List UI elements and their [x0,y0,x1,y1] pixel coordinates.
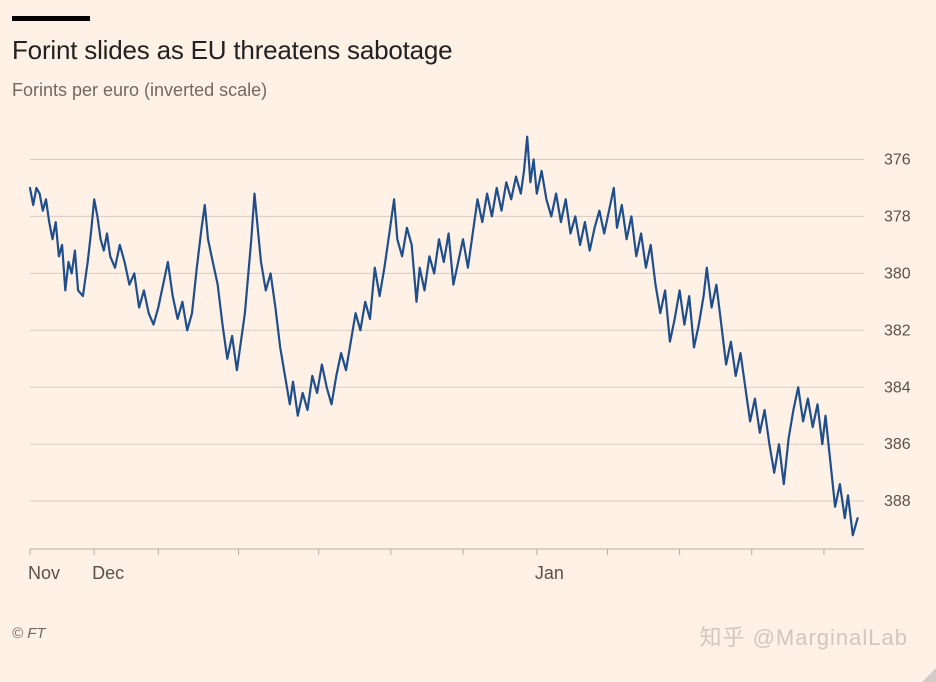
y-tick-label: 380 [884,265,911,282]
top-accent-bar [12,16,90,21]
price-line [30,137,858,536]
x-tick-label: Jan [535,563,564,583]
x-tick-label: Nov [28,563,60,583]
x-tick-label: Dec [92,563,124,583]
y-tick-label: 382 [884,322,911,339]
y-tick-label: 376 [884,151,911,168]
chart-svg: 376 378 380 382 384 386 388 Nov Dec Jan [12,107,924,619]
corner-triangle-icon [922,668,936,682]
chart-credit: © FT [12,625,924,642]
chart-title: Forint slides as EU threatens sabotage [12,35,924,66]
y-tick-label: 386 [884,436,911,453]
y-tick-label: 384 [884,379,911,396]
chart-subtitle: Forints per euro (inverted scale) [12,80,924,101]
chart-container: Forint slides as EU threatens sabotage F… [0,0,936,682]
y-tick-label: 388 [884,493,911,510]
y-tick-label: 378 [884,208,911,225]
chart-plot-wrap: 376 378 380 382 384 386 388 Nov Dec Jan [12,107,924,619]
